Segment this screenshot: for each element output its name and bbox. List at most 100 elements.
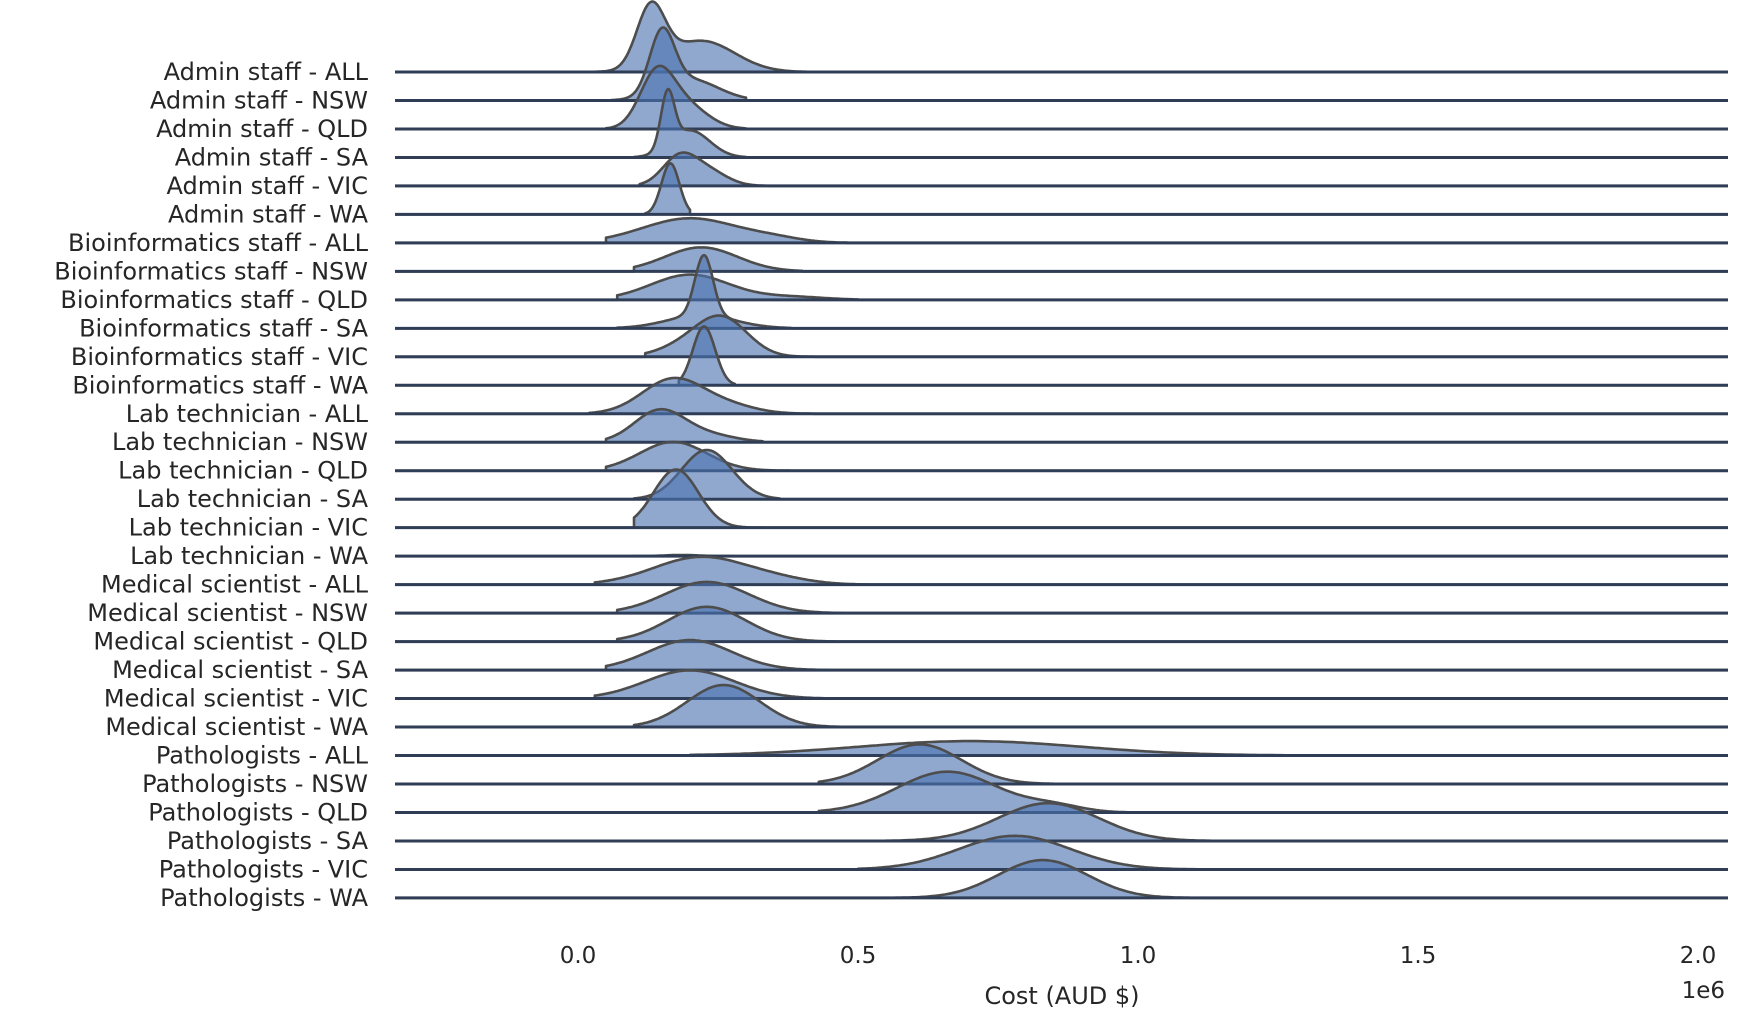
ridge-lab-technician-nsw xyxy=(395,407,1728,444)
ridge-outline xyxy=(395,246,1728,273)
row-label: Pathologists - NSW xyxy=(142,770,368,798)
ridge-medical-scientist-all xyxy=(395,555,1728,587)
x-tick-label: 1.5 xyxy=(1400,943,1437,969)
ridge-medical-scientist-vic xyxy=(395,669,1728,701)
ridge-fill xyxy=(617,581,858,614)
ridge-fill xyxy=(606,65,746,129)
row-label: Bioinformatics staff - WA xyxy=(72,371,368,399)
ridge-pathologists-all xyxy=(395,739,1728,758)
ridge-outline xyxy=(395,440,1728,472)
ridge-fill xyxy=(886,803,1250,841)
row-label: Lab technician - ALL xyxy=(126,400,369,428)
ridge-outline xyxy=(395,87,1728,159)
x-tick-label: 0.5 xyxy=(840,943,877,969)
ridge-outline xyxy=(395,151,1728,188)
row-label: Admin staff - VIC xyxy=(167,172,368,200)
ridge-outline xyxy=(395,580,1728,615)
ridge-bioinformatics-staff-vic xyxy=(395,314,1728,359)
ridge-fill xyxy=(617,255,791,329)
row-label: Admin staff - ALL xyxy=(164,58,369,86)
row-label: Pathologists - SA xyxy=(167,827,369,855)
ridge-pathologists-sa xyxy=(395,801,1728,843)
row-label: Medical scientist - WA xyxy=(105,713,368,741)
row-label: Bioinformatics staff - VIC xyxy=(71,343,368,371)
ridge-admin-staff-qld xyxy=(395,64,1728,131)
ridge-bioinformatics-staff-all xyxy=(395,216,1728,245)
ridge-fill xyxy=(606,409,763,443)
ridge-fill xyxy=(594,556,886,585)
ridge-lab-technician-wa xyxy=(395,553,1728,558)
ridge-lab-technician-all xyxy=(395,376,1728,416)
x-axis-offset-label: 1e6 xyxy=(1682,978,1725,1004)
ridge-bioinformatics-staff-sa xyxy=(395,253,1728,330)
row-label: Admin staff - SA xyxy=(175,143,369,171)
ridge-outline xyxy=(395,555,1728,586)
row-label: Medical scientist - NSW xyxy=(87,599,368,627)
ridge-fill xyxy=(678,326,735,386)
ridge-outline xyxy=(395,376,1728,416)
ridge-outline xyxy=(395,770,1728,814)
ridge-outline xyxy=(395,638,1728,672)
ridge-bioinformatics-staff-qld xyxy=(395,273,1728,302)
row-label: Medical scientist - SA xyxy=(112,656,369,684)
row-label: Lab technician - WA xyxy=(130,542,369,570)
ridge-outline xyxy=(395,162,1728,216)
ridge-fill xyxy=(594,670,870,699)
x-tick-label: 0.0 xyxy=(560,943,597,969)
ridge-fill xyxy=(690,741,1418,756)
ridge-outline xyxy=(395,743,1728,786)
ridge-medical-scientist-wa xyxy=(395,683,1728,729)
x-axis-label: Cost (AUD $) xyxy=(984,982,1139,1010)
row-label: Admin staff - QLD xyxy=(156,115,368,143)
row-label: Pathologists - VIC xyxy=(159,855,368,883)
row-label: Pathologists - ALL xyxy=(156,742,369,770)
row-label: Lab technician - VIC xyxy=(129,514,368,542)
row-label: Bioinformatics staff - QLD xyxy=(60,286,368,314)
ridge-bioinformatics-staff-nsw xyxy=(395,246,1728,273)
ridge-bioinformatics-staff-wa xyxy=(395,325,1728,387)
ridge-fill xyxy=(606,640,858,671)
ridge-outline xyxy=(395,64,1728,131)
row-label: Pathologists - QLD xyxy=(148,798,368,826)
row-label: Lab technician - SA xyxy=(137,485,369,513)
ridges-layer xyxy=(395,0,1728,900)
ridge-medical-scientist-qld xyxy=(395,605,1728,644)
x-axis-ticks: 0.0 0.5 1.0 1.5 2.0 xyxy=(560,943,1717,969)
ridge-medical-scientist-nsw xyxy=(395,580,1728,615)
row-label: Medical scientist - ALL xyxy=(101,571,369,599)
row-label: Admin staff - NSW xyxy=(150,86,368,114)
ridge-outline xyxy=(395,314,1728,359)
ridge-fill xyxy=(566,1,814,73)
x-tick-label: 2.0 xyxy=(1680,943,1717,969)
x-tick-label: 1.0 xyxy=(1120,943,1157,969)
ridge-fill xyxy=(634,89,746,158)
row-label: Medical scientist - QLD xyxy=(93,628,368,656)
ridge-outline xyxy=(395,273,1728,302)
ridge-fill xyxy=(645,315,825,357)
row-label: Bioinformatics staff - SA xyxy=(79,314,369,342)
ridge-outline xyxy=(395,669,1728,700)
ridge-lab-technician-vic xyxy=(395,468,1728,530)
ridge-fill xyxy=(634,469,763,528)
ridge-outline xyxy=(395,253,1728,330)
row-label: Bioinformatics staff - NSW xyxy=(54,257,368,285)
ridge-fill xyxy=(589,377,814,414)
ridge-fill xyxy=(858,835,1222,870)
row-label: Pathologists - WA xyxy=(160,884,368,912)
row-label: Admin staff - WA xyxy=(168,200,369,228)
row-label: Lab technician - QLD xyxy=(118,457,368,485)
ridge-fill xyxy=(634,685,858,727)
ridge-outline xyxy=(395,0,1728,74)
ridge-lab-technician-sa xyxy=(395,448,1728,501)
ridge-outline xyxy=(395,216,1728,245)
ridge-outline xyxy=(395,448,1728,501)
ridge-lab-technician-qld xyxy=(395,440,1728,473)
ridge-admin-staff-wa xyxy=(395,162,1728,216)
row-label: Lab technician - NSW xyxy=(112,428,368,456)
row-label: Bioinformatics staff - ALL xyxy=(68,229,369,257)
ridge-admin-staff-all xyxy=(395,0,1728,74)
ridge-outline xyxy=(395,407,1728,444)
ridge-outline xyxy=(395,683,1728,729)
